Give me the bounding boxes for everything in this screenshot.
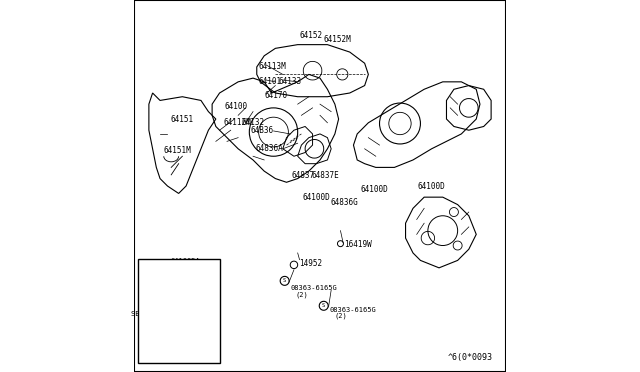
Text: 64B36: 64B36 (250, 126, 273, 135)
Text: 64836A: 64836A (255, 144, 283, 153)
Text: (2): (2) (335, 312, 348, 319)
Text: 64132: 64132 (242, 118, 265, 127)
Text: SEE SEC.750: SEE SEC.750 (131, 311, 178, 317)
Text: 64100D: 64100D (418, 182, 445, 190)
Bar (138, 259, 220, 363)
Text: 64152M: 64152M (324, 35, 351, 44)
Text: 64100D: 64100D (303, 193, 330, 202)
Text: 64133: 64133 (278, 77, 301, 86)
Text: 64100D: 64100D (360, 185, 388, 194)
Text: 64151: 64151 (170, 115, 193, 124)
Text: 64152: 64152 (300, 31, 323, 40)
Text: 64100DA: 64100DA (170, 258, 200, 264)
Text: 14952: 14952 (300, 259, 323, 268)
Text: 64151M: 64151M (163, 146, 191, 155)
Text: 64101: 64101 (259, 77, 282, 86)
Text: (2): (2) (296, 291, 308, 298)
Text: S: S (283, 278, 286, 283)
Text: 64837: 64837 (292, 171, 315, 180)
Text: 64836G: 64836G (330, 198, 358, 207)
Text: 64100DB: 64100DB (165, 283, 195, 289)
Text: 16419W: 16419W (344, 240, 372, 249)
Text: 64112M: 64112M (223, 118, 251, 127)
Text: 64170: 64170 (265, 92, 288, 100)
Text: 08363-6165G: 08363-6165G (330, 307, 376, 312)
Text: S: S (322, 303, 325, 308)
Text: ^6(0*0093: ^6(0*0093 (448, 353, 493, 362)
Text: 64837E: 64837E (312, 171, 339, 180)
Text: 08363-6165G: 08363-6165G (291, 285, 337, 291)
Text: 64100: 64100 (225, 102, 248, 110)
Text: 64113M: 64113M (259, 62, 286, 71)
